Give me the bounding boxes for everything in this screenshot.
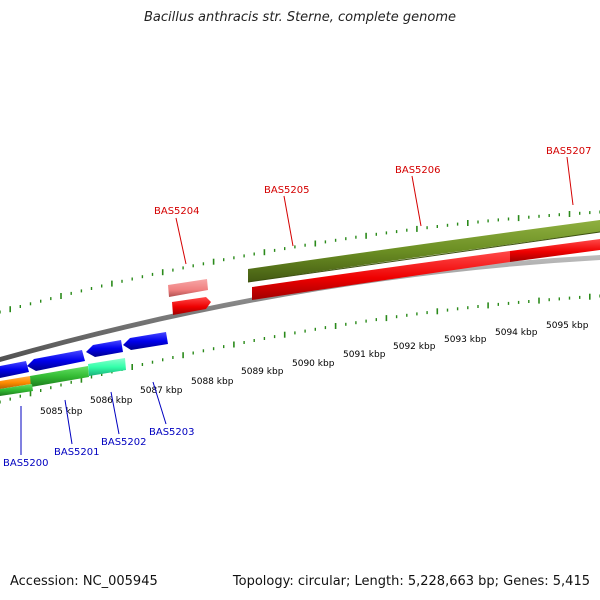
- genome-title: Bacillus anthracis str. Sterne, complete…: [144, 10, 456, 25]
- gene-feature: [252, 251, 510, 300]
- scale-label: 5093 kbp: [444, 335, 487, 345]
- gene-label: BAS5206: [395, 165, 441, 176]
- gene-label: BAS5204: [154, 206, 200, 217]
- forward-features: [168, 220, 600, 315]
- scale-label: 5088 kbp: [191, 377, 234, 387]
- gene-label: BAS5207: [546, 146, 592, 157]
- gene-label: BAS5201: [54, 447, 100, 458]
- outer-tick-track: [0, 210, 600, 314]
- scale-label: 5089 kbp: [241, 367, 284, 377]
- cds-feature-reverse: [86, 340, 123, 357]
- scale-label: 5094 kbp: [495, 328, 538, 338]
- cds-feature-forward: [248, 220, 600, 282]
- cds-feature-reverse: [0, 361, 29, 378]
- gene-label: BAS5205: [264, 185, 310, 196]
- scale-label: 5085 kbp: [40, 407, 83, 417]
- scale-label: 5091 kbp: [343, 350, 386, 360]
- reverse-leader-lines: [20, 381, 167, 455]
- accession-text: Accession: NC_005945: [10, 574, 158, 589]
- gene-feature: [510, 239, 600, 262]
- gene-label: BAS5202: [101, 437, 147, 448]
- pseudogene-feature: [168, 279, 208, 297]
- gene-feature: [172, 297, 211, 315]
- genome-summary-text: Topology: circular; Length: 5,228,663 bp…: [232, 574, 590, 589]
- cds-feature-orange: [0, 376, 31, 389]
- scale-label: 5095 kbp: [546, 321, 589, 331]
- forward-gene-labels: BAS5204 BAS5205 BAS5206 BAS5207: [154, 146, 592, 217]
- cds-feature-reverse: [27, 350, 85, 371]
- cds-feature-cyan: [88, 358, 126, 376]
- scale-label: 5087 kbp: [140, 386, 183, 396]
- gene-label: BAS5200: [3, 458, 49, 469]
- cds-feature-reverse: [123, 332, 168, 350]
- cds-feature-green: [30, 366, 89, 387]
- gene-label: BAS5203: [149, 427, 195, 438]
- forward-leader-lines: [175, 156, 574, 265]
- reverse-features: [0, 332, 168, 396]
- scale-label: 5092 kbp: [393, 342, 436, 352]
- scale-labels: 5085 kbp 5086 kbp 5087 kbp 5088 kbp 5089…: [40, 321, 589, 417]
- scale-label: 5086 kbp: [90, 396, 133, 406]
- cds-feature-green: [0, 384, 33, 396]
- reverse-gene-labels: BAS5200 BAS5201 BAS5202 BAS5203: [3, 427, 195, 469]
- scale-label: 5090 kbp: [292, 359, 335, 369]
